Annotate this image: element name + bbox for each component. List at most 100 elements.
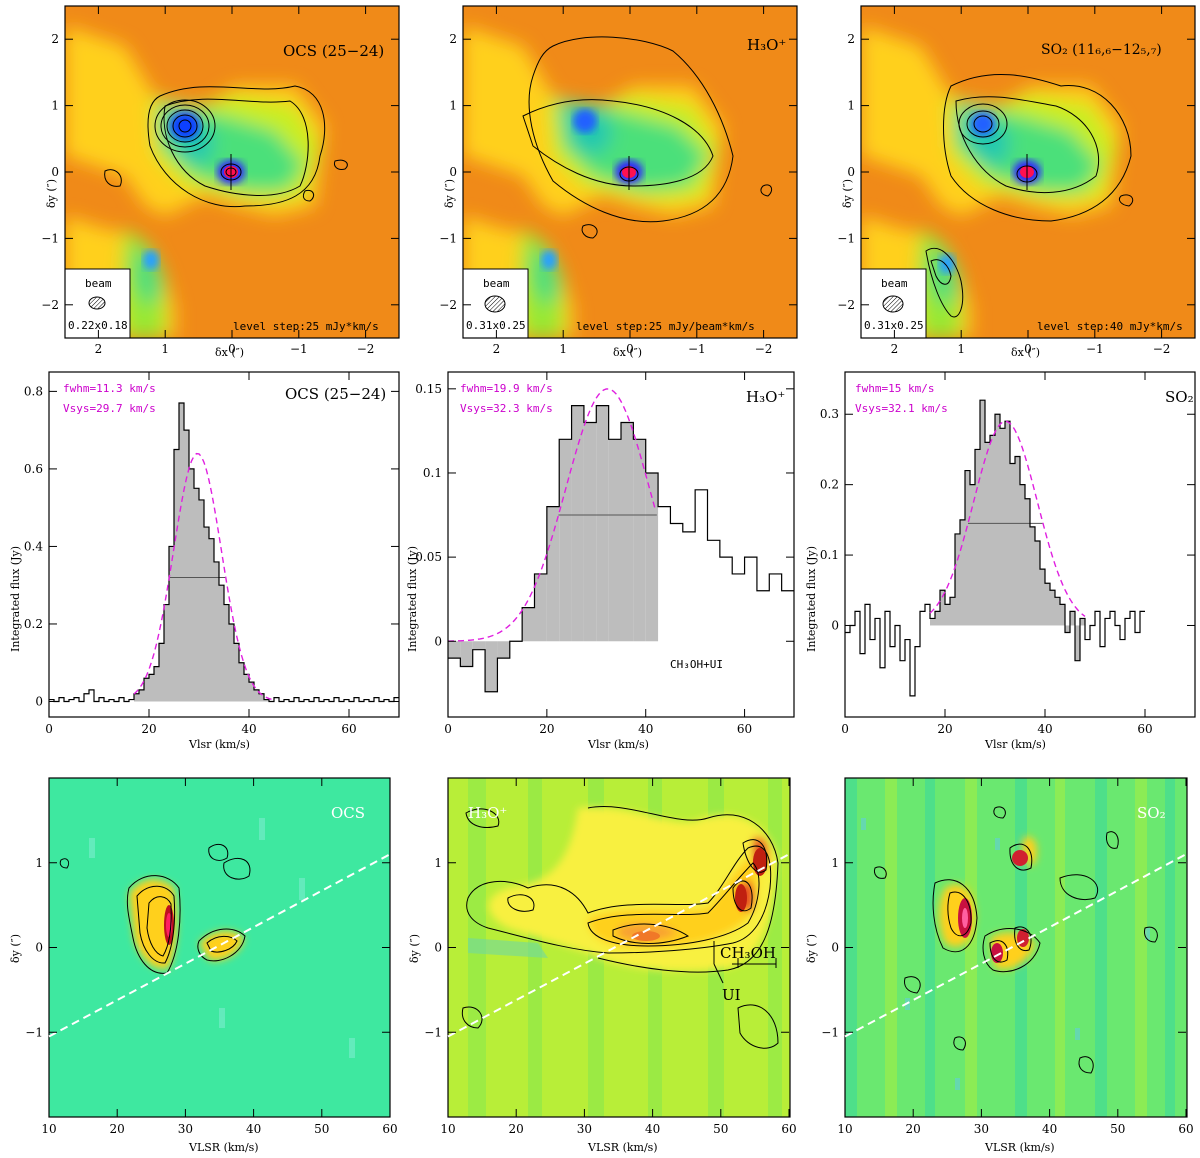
spectrum-bar [596,405,609,642]
x-tick-label: 50 [713,1122,728,1136]
spectrum-bar [134,693,139,702]
x-tick-label: 20 [937,722,952,736]
x-tick-label: −2 [357,342,375,356]
x-tick-label: 20 [110,1122,125,1136]
spectrum-bar [179,403,184,702]
spectrum-bar [149,674,154,702]
x-tick-label: 1 [161,342,169,356]
x-tick-label: 40 [1037,722,1052,736]
spectrum-line [448,405,794,693]
y-tick-label: 1 [35,856,43,870]
y-tick-label: 0.05 [415,550,442,564]
y-tick-label: 0.2 [24,617,43,631]
spectrum-bar [935,611,940,626]
gaussian-fit [447,388,657,642]
x-tick-label: 0 [444,722,452,736]
x-axis-label: VLSR (km/s) [587,1141,658,1154]
gaussian-fit [133,452,275,701]
fwhm-label: fwhm=11.3 km/s [63,382,156,395]
x-tick-label: 1 [957,342,965,356]
beam-size: 0.22x0.18 [68,319,128,332]
beam-label: beam [85,277,112,290]
spectrum-bar [189,468,194,702]
beam-label: beam [483,277,510,290]
level-step: level step:40 mJy*km/s [1037,320,1183,333]
spectrum-bar [985,442,990,626]
spectrum-bar [229,623,234,702]
x-tick-label: 2 [891,342,899,356]
beam-size: 0.31x0.25 [466,319,526,332]
blend-note: CH₃OH+UI [670,658,723,671]
x-tick-label: −1 [688,342,706,356]
x-tick-label: 50 [1110,1122,1125,1136]
spectrum-bar [1070,611,1075,626]
spectrum-bar [460,641,473,667]
y-tick-label: 0.4 [24,539,43,553]
spectrum-bar [154,666,159,702]
y-axis-label: δy (″) [9,934,22,963]
spectrum-bar [264,699,269,702]
y-tick-label: −2 [439,298,457,312]
spectrum-title: SO₂ [1165,388,1194,406]
y-tick-label: 1 [51,99,59,113]
spectrum-bar [164,604,169,702]
x-tick-label: 50 [314,1122,329,1136]
x-tick-label: 20 [539,722,554,736]
x-tick-label: 40 [246,1122,261,1136]
x-tick-label: 2 [493,342,501,356]
spectrum-bar [571,405,584,642]
beam-size: 0.31x0.25 [864,319,924,332]
spectrum-bar [1055,597,1060,626]
spectrum-bar [259,693,264,702]
spectrum-bar [1030,526,1035,626]
x-tick-label: 20 [906,1122,921,1136]
fwhm-label: fwhm=19.9 km/s [460,382,553,395]
x-tick-label: 20 [141,722,156,736]
map-title: SO₂ (11₆,₆−12₅,₇) [1041,42,1162,58]
level-step: level step:25 mJy/beam*km/s [576,320,755,333]
x-tick-label: 10 [440,1122,455,1136]
spectrum-bar [209,538,214,702]
y-tick-label: 2 [847,32,855,46]
spectrum-bar [960,519,965,626]
x-tick-label: 40 [1042,1122,1057,1136]
spectrum-bar [219,585,224,702]
y-axis-label: δy (″) [841,179,854,208]
y-tick-label: 0 [831,941,839,955]
spectrum-bar [559,439,572,642]
spectrum-bar [940,590,945,626]
x-tick-label: 10 [41,1122,56,1136]
spectrum-bar [980,400,985,626]
spectrum-bar [239,662,244,702]
spectrum-bar [965,470,970,626]
x-tick-label: 1 [559,342,567,356]
x-tick-label: 40 [638,722,653,736]
x-axis-label: δx (″) [1011,346,1040,359]
x-axis-label: δx (″) [215,346,244,359]
map-panel-h3o: beam 0.31x0.25 H₃O⁺ level step:25 mJy/be… [439,5,798,359]
spectrum-bar [1080,618,1085,626]
pv-panel-ocs: OCS 10 20 30 40 50 60 −1 0 1 VLSR (km/s) δy (″) [9,777,398,1154]
y-tick-label: 0 [847,165,855,179]
spectrum-bar [522,607,535,642]
spectrum-bar [633,439,646,642]
y-axis-label: δy (″) [45,179,58,208]
spectrum-bar [945,604,950,626]
spectrum-bar [1065,625,1070,633]
spectrum-bar [1035,540,1040,626]
spectrum-bar [990,435,995,626]
spectrum-bar [159,643,164,702]
x-tick-label: −1 [290,342,308,356]
y-axis-label: δy (″) [408,934,421,963]
y-tick-label: 0.3 [820,407,839,421]
x-tick-label: 30 [178,1122,193,1136]
vsys-label: Vsys=32.3 km/s [460,402,553,415]
x-axis-label: δx (″) [613,346,642,359]
x-tick-label: 0 [841,722,849,736]
y-tick-label: −1 [25,1025,43,1039]
y-tick-label: 0 [449,165,457,179]
y-tick-label: 0.8 [24,384,43,398]
x-tick-label: 30 [974,1122,989,1136]
